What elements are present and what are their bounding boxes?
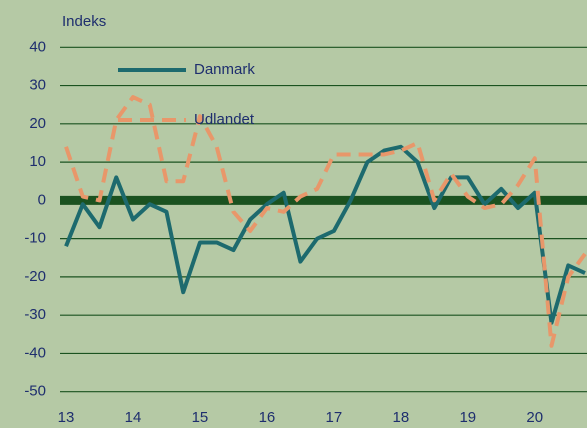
y-tick-label: 0 [38,191,46,208]
y-tick-label: 20 [29,115,46,132]
y-tick-label: -50 [24,383,46,400]
x-tick-label: 14 [125,409,142,426]
x-tick-label: 13 [58,409,75,426]
x-tick-label: 17 [326,409,343,426]
x-tick-label: 20 [526,409,543,426]
x-tick-label: 15 [192,409,209,426]
y-tick-label: -10 [24,230,46,247]
y-tick-label: -30 [24,306,46,323]
series-line [64,144,586,325]
y-tick-label: -20 [24,268,46,285]
x-tick-label: 16 [259,409,276,426]
y-axis-label: Indeks [62,13,106,30]
x-tick-label: 19 [459,409,476,426]
y-tick-label: 30 [29,77,46,94]
y-tick-label: 10 [29,153,46,170]
x-tick-label: 18 [392,409,409,426]
legend-label: Danmark [194,61,255,78]
legend-label: Udlandet [194,111,255,128]
y-tick-label: 40 [29,38,46,55]
y-tick-label: -40 [24,344,46,361]
series-line [64,95,587,348]
